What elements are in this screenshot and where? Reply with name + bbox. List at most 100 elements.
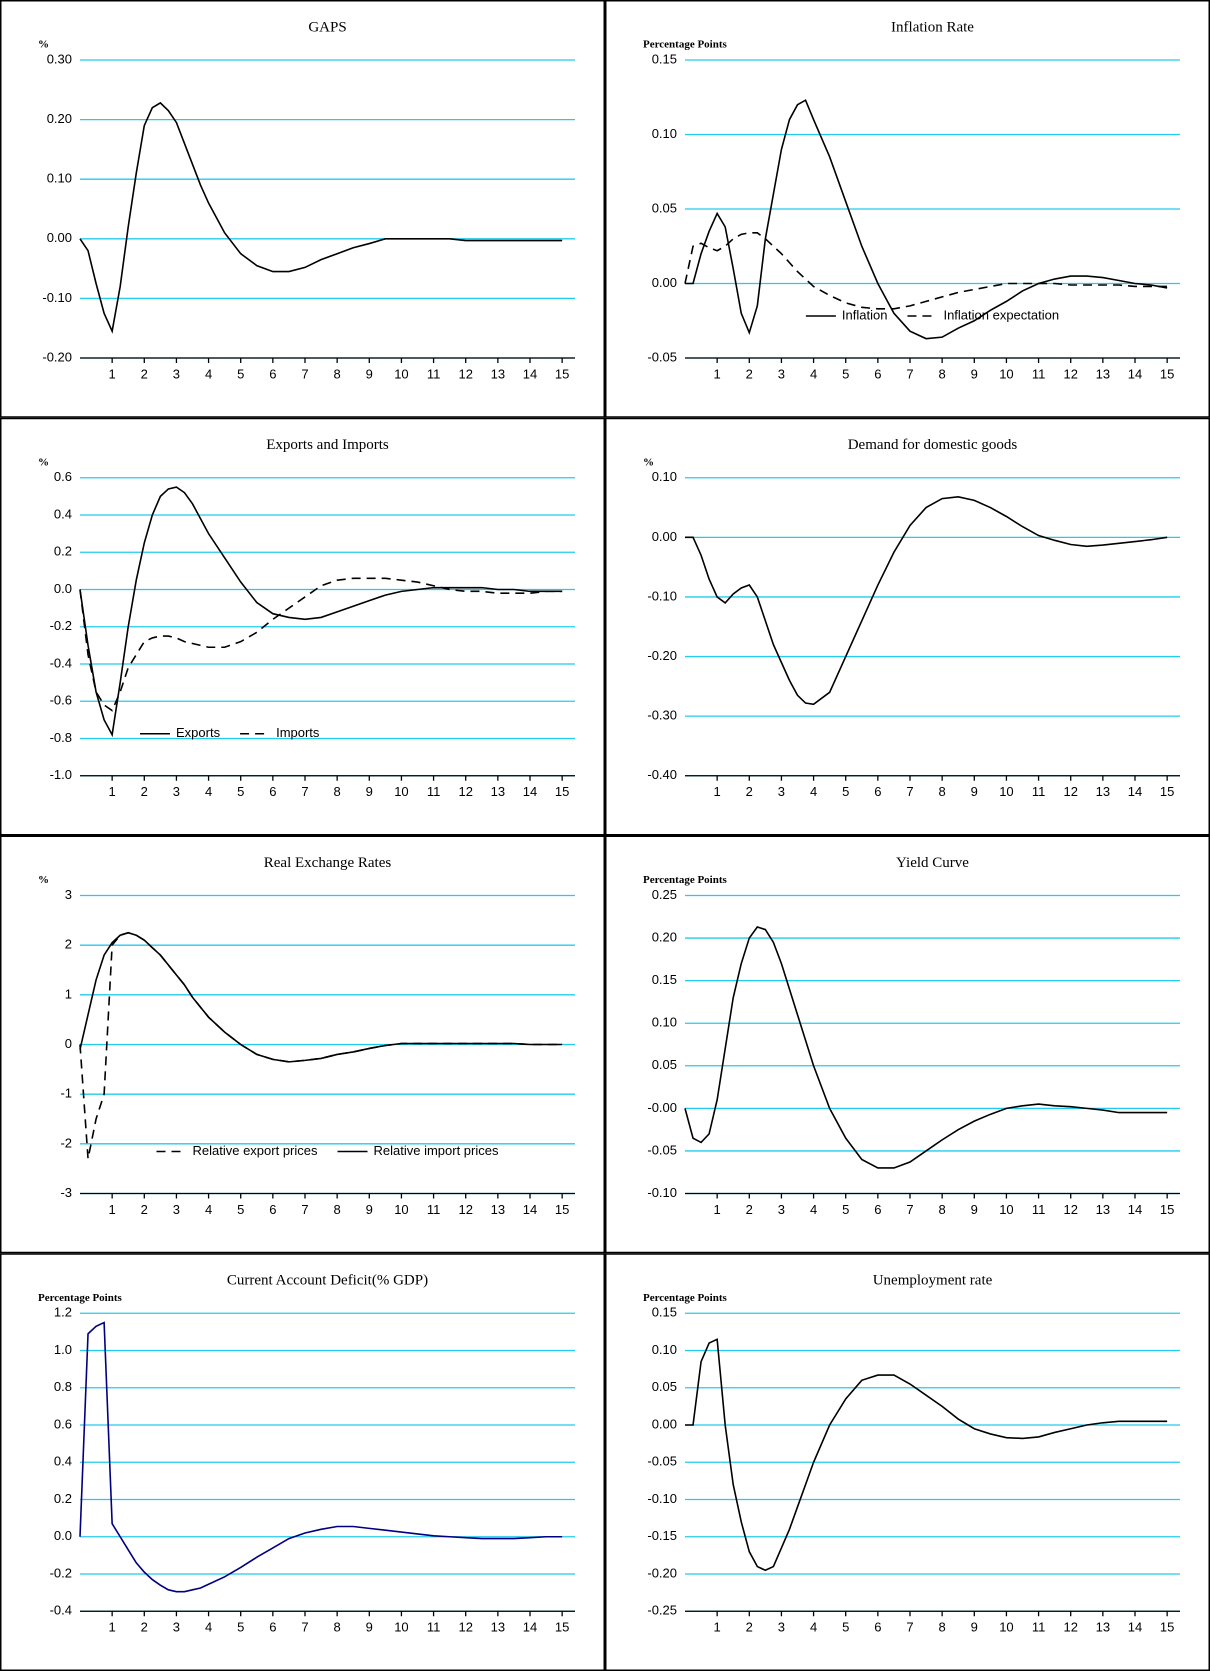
x-tick-label: 5	[842, 366, 849, 381]
y-tick-label: -3	[60, 1185, 72, 1200]
panel-frame	[605, 417, 1210, 836]
x-tick-label: 11	[427, 366, 441, 381]
x-tick-label: 15	[1160, 784, 1174, 799]
x-tick-label: 2	[141, 1202, 148, 1217]
data-line	[79, 486, 563, 738]
y-tick-label: -0.10	[647, 1491, 677, 1506]
x-tick-label: 9	[971, 366, 978, 381]
panel: Current Account Deficit(% GDP) Percentage…	[0, 1253, 605, 1671]
y-tick-label: -0.10	[647, 588, 677, 603]
y-axis-label: Percentage Points	[643, 1292, 728, 1304]
chart-title: Exports and Imports	[266, 437, 389, 453]
chart-title: Inflation Rate	[891, 19, 974, 35]
y-tick-label: 0.10	[652, 1015, 677, 1030]
x-tick-label: 5	[842, 1620, 849, 1635]
y-tick-label: -0.25	[647, 1603, 677, 1618]
y-tick-label: 0	[65, 1036, 72, 1051]
chart-title: Yield Curve	[896, 855, 969, 871]
y-tick-label: -0.30	[647, 708, 677, 723]
panel-frame	[0, 417, 605, 836]
panel: GAPS%0.300.200.100.00-0.10-0.201 2 3 4 5 6 7 8 9…	[0, 0, 605, 418]
x-tick-label: 1	[109, 784, 116, 799]
x-tick-label: 14	[523, 366, 537, 381]
y-tick-label: 2	[65, 937, 72, 952]
panel-frame	[605, 1253, 1210, 1671]
x-tick-label: 3	[778, 784, 785, 799]
x-tick-label: 14	[523, 784, 537, 799]
y-tick-label: 0.00	[652, 529, 677, 544]
y-tick-label: -0.10	[42, 290, 72, 305]
y-tick-label: -0.4	[50, 655, 72, 670]
x-tick-label: 11	[1032, 1202, 1046, 1217]
x-tick-label: 5	[237, 1620, 244, 1635]
data-line	[79, 931, 563, 1063]
y-tick-label: 0.6	[54, 1416, 72, 1431]
y-tick-label: 0.6	[54, 469, 72, 484]
legend: Relative export prices Relative import pr…	[156, 1143, 499, 1158]
x-tick-label: 13	[1096, 1202, 1110, 1217]
x-tick-label: 11	[1032, 366, 1046, 381]
x-tick-label: 6	[874, 366, 881, 381]
x-tick-label: 10	[394, 366, 408, 381]
x-tick-label: 1	[714, 784, 721, 799]
x-tick-label: 2	[141, 366, 148, 381]
x-tick-label: 12	[1063, 1620, 1077, 1635]
x-tick-label: 12	[1063, 1202, 1077, 1217]
panel: Demand for domestic goods%0.10 0.00 -0.10 -…	[605, 417, 1210, 836]
data-line	[79, 577, 563, 712]
x-tick-label: 1	[714, 366, 721, 381]
y-tick-label: -1	[60, 1086, 72, 1101]
x-tick-label: 2	[746, 366, 753, 381]
x-tick-label: 3	[173, 1620, 180, 1635]
x-tick-label: 15	[555, 366, 569, 381]
x-tick-label: 13	[491, 1620, 505, 1635]
x-tick-label: 6	[269, 366, 276, 381]
x-tick-label: 4	[205, 366, 212, 381]
y-tick-label: -0.10	[647, 1185, 677, 1200]
data-line	[685, 1338, 1168, 1572]
x-tick-label: 5	[237, 1202, 244, 1217]
x-tick-label: 9	[971, 784, 978, 799]
x-tick-label: 6	[874, 784, 881, 799]
x-tick-label: 9	[971, 1620, 978, 1635]
y-tick-label: 0.00	[652, 275, 677, 290]
x-tick-label: 1	[109, 366, 116, 381]
x-tick-label: 8	[334, 366, 341, 381]
y-axis-label: Percentage Points	[38, 1292, 123, 1304]
x-tick-label: 9	[366, 1202, 373, 1217]
x-tick-label: 3	[778, 1202, 785, 1217]
y-tick-label: 0.4	[54, 506, 72, 521]
x-tick-label: 9	[366, 1620, 373, 1635]
x-tick-label: 6	[874, 1202, 881, 1217]
x-tick-label: 13	[1096, 1620, 1110, 1635]
x-tick-label: 2	[141, 784, 148, 799]
x-tick-label: 15	[555, 1202, 569, 1217]
y-tick-label: 1.0	[54, 1342, 72, 1357]
x-tick-label: 6	[269, 1202, 276, 1217]
x-tick-label: 5	[237, 366, 244, 381]
y-tick-label: 0.20	[47, 111, 72, 126]
data-line	[684, 926, 1168, 1169]
y-tick-label: 0.30	[47, 51, 72, 66]
x-tick-label: 8	[939, 1202, 946, 1217]
x-tick-label: 10	[999, 784, 1013, 799]
y-tick-label: -0.20	[42, 349, 72, 364]
legend-label: Imports	[276, 725, 320, 740]
data-line	[684, 232, 1168, 310]
y-tick-label: -1.0	[50, 767, 72, 782]
x-tick-label: 1	[109, 1202, 116, 1217]
data-line	[79, 1321, 563, 1593]
x-tick-label: 3	[173, 366, 180, 381]
data-line	[685, 99, 1168, 340]
x-tick-label: 5	[237, 784, 244, 799]
x-tick-label: 10	[394, 1620, 408, 1635]
y-axis-label: Percentage Points	[643, 874, 728, 886]
x-tick-label: 15	[1160, 1202, 1174, 1217]
y-tick-label: 0.15	[652, 972, 677, 987]
data-line	[685, 496, 1168, 706]
chart-title: Unemployment rate	[873, 1273, 993, 1289]
x-tick-label: 14	[523, 1202, 537, 1217]
